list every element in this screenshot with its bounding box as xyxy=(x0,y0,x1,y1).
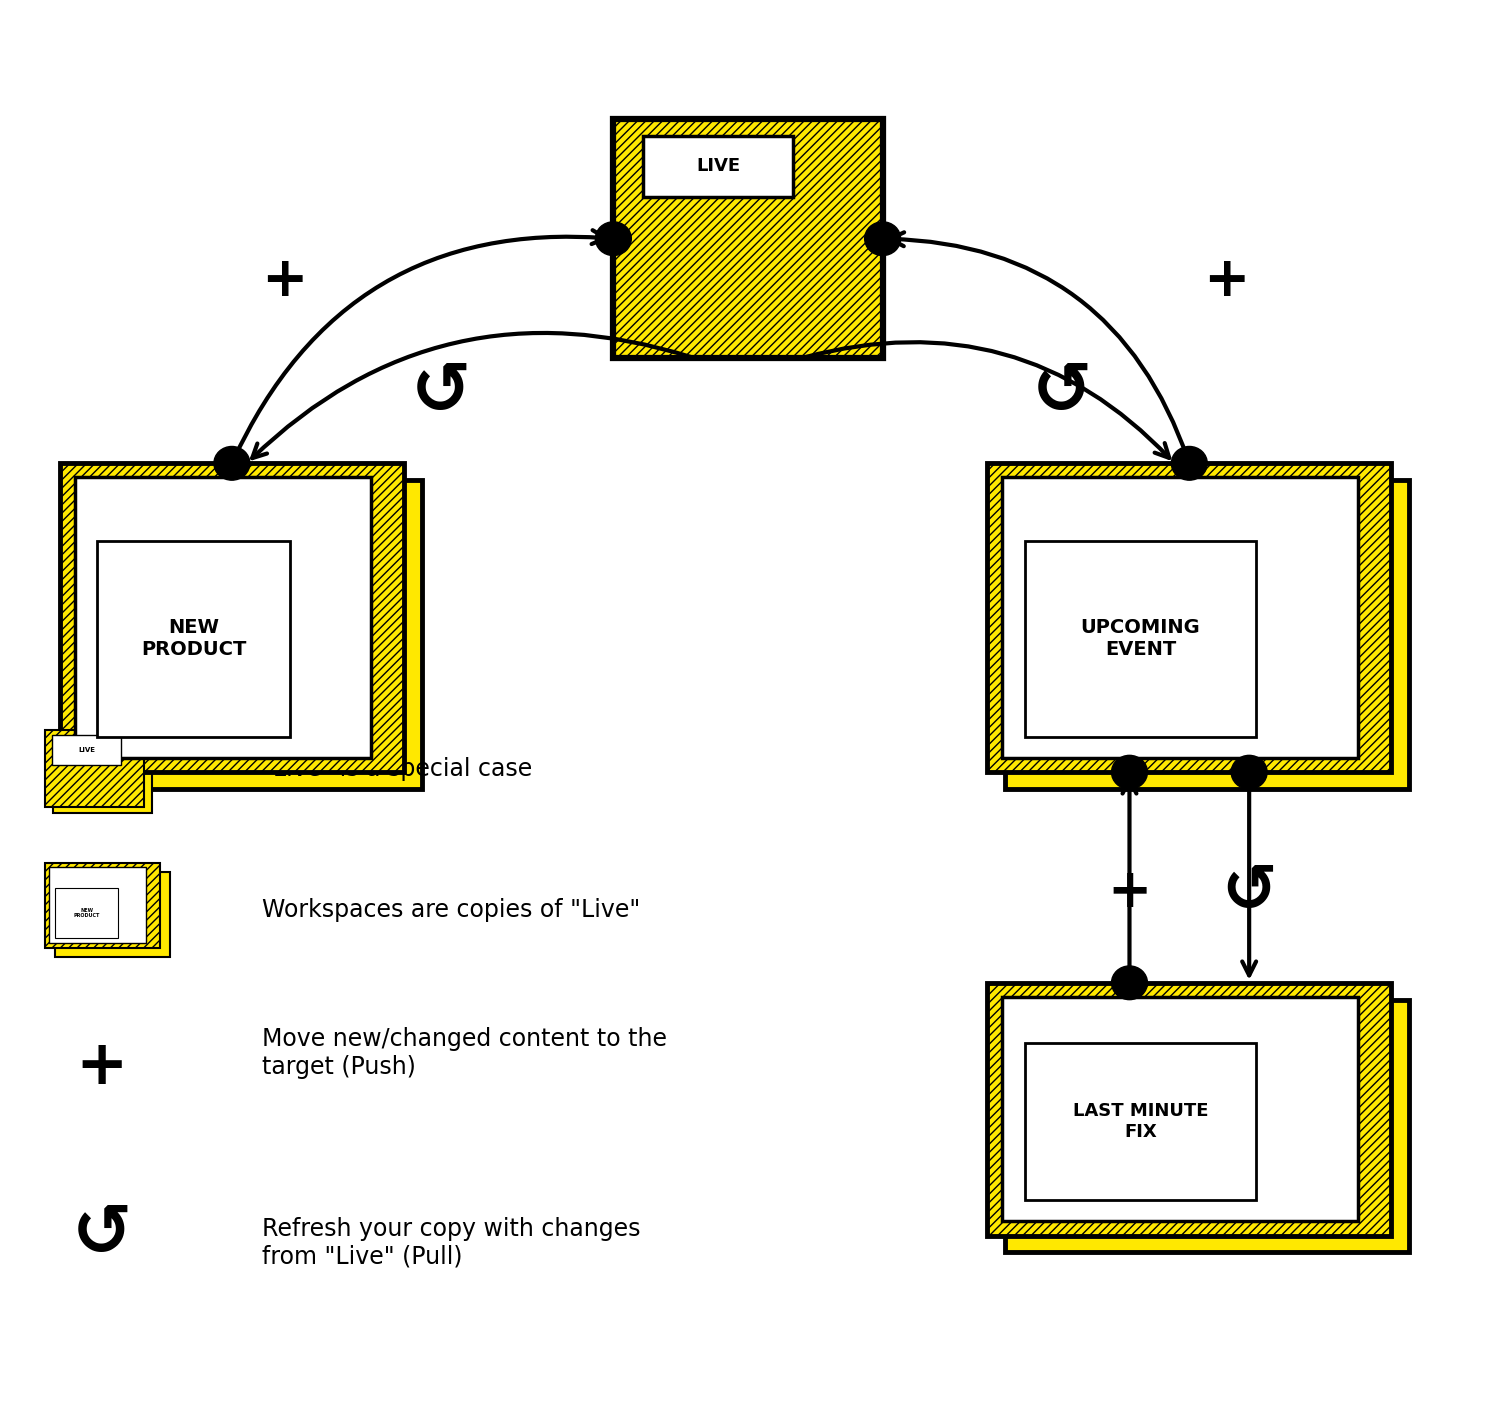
Text: +: + xyxy=(260,254,308,307)
FancyBboxPatch shape xyxy=(97,541,290,737)
FancyBboxPatch shape xyxy=(987,463,1391,772)
FancyArrowPatch shape xyxy=(1242,775,1257,976)
Circle shape xyxy=(1112,755,1147,789)
FancyBboxPatch shape xyxy=(52,736,121,765)
Text: +: + xyxy=(1203,254,1251,307)
FancyBboxPatch shape xyxy=(1005,1000,1409,1252)
FancyBboxPatch shape xyxy=(55,889,118,938)
Text: NEW
PRODUCT: NEW PRODUCT xyxy=(73,907,100,918)
Text: UPCOMING
EVENT: UPCOMING EVENT xyxy=(1080,618,1200,660)
FancyBboxPatch shape xyxy=(1005,480,1409,789)
FancyBboxPatch shape xyxy=(613,119,883,358)
Text: LIVE: LIVE xyxy=(696,157,741,176)
Text: ↺: ↺ xyxy=(72,1200,132,1271)
FancyBboxPatch shape xyxy=(1025,541,1257,737)
Circle shape xyxy=(1112,966,1147,1000)
FancyBboxPatch shape xyxy=(45,862,160,948)
FancyArrowPatch shape xyxy=(1122,779,1137,980)
FancyBboxPatch shape xyxy=(45,730,144,807)
Text: "Live" is a special case: "Live" is a special case xyxy=(262,757,533,782)
Text: ↺: ↺ xyxy=(411,358,471,428)
Circle shape xyxy=(595,222,631,256)
FancyBboxPatch shape xyxy=(55,872,171,958)
Text: Move new/changed content to the
target (Push): Move new/changed content to the target (… xyxy=(262,1028,667,1078)
FancyBboxPatch shape xyxy=(1002,997,1358,1221)
Text: ↺: ↺ xyxy=(1032,358,1092,428)
Text: ↺: ↺ xyxy=(1221,858,1278,925)
Text: LIVE: LIVE xyxy=(78,747,96,753)
FancyArrowPatch shape xyxy=(233,230,606,461)
Circle shape xyxy=(1231,755,1267,789)
FancyBboxPatch shape xyxy=(987,983,1391,1236)
FancyBboxPatch shape xyxy=(60,463,404,772)
Circle shape xyxy=(214,446,250,480)
Text: Workspaces are copies of "Live": Workspaces are copies of "Live" xyxy=(262,897,640,922)
Text: +: + xyxy=(1107,865,1152,918)
FancyBboxPatch shape xyxy=(1025,1043,1257,1200)
FancyArrowPatch shape xyxy=(890,232,1188,461)
Text: NEW
PRODUCT: NEW PRODUCT xyxy=(141,618,247,660)
FancyBboxPatch shape xyxy=(78,480,422,789)
FancyBboxPatch shape xyxy=(49,866,145,943)
FancyBboxPatch shape xyxy=(1002,477,1358,758)
FancyBboxPatch shape xyxy=(643,136,793,197)
Circle shape xyxy=(865,222,901,256)
Text: LAST MINUTE
FIX: LAST MINUTE FIX xyxy=(1073,1102,1209,1141)
FancyArrowPatch shape xyxy=(253,333,691,458)
Circle shape xyxy=(1171,446,1207,480)
FancyArrowPatch shape xyxy=(805,343,1170,458)
Text: +: + xyxy=(75,1038,129,1097)
FancyBboxPatch shape xyxy=(75,477,371,758)
FancyBboxPatch shape xyxy=(54,736,153,813)
Text: Refresh your copy with changes
from "Live" (Pull): Refresh your copy with changes from "Liv… xyxy=(262,1217,640,1268)
